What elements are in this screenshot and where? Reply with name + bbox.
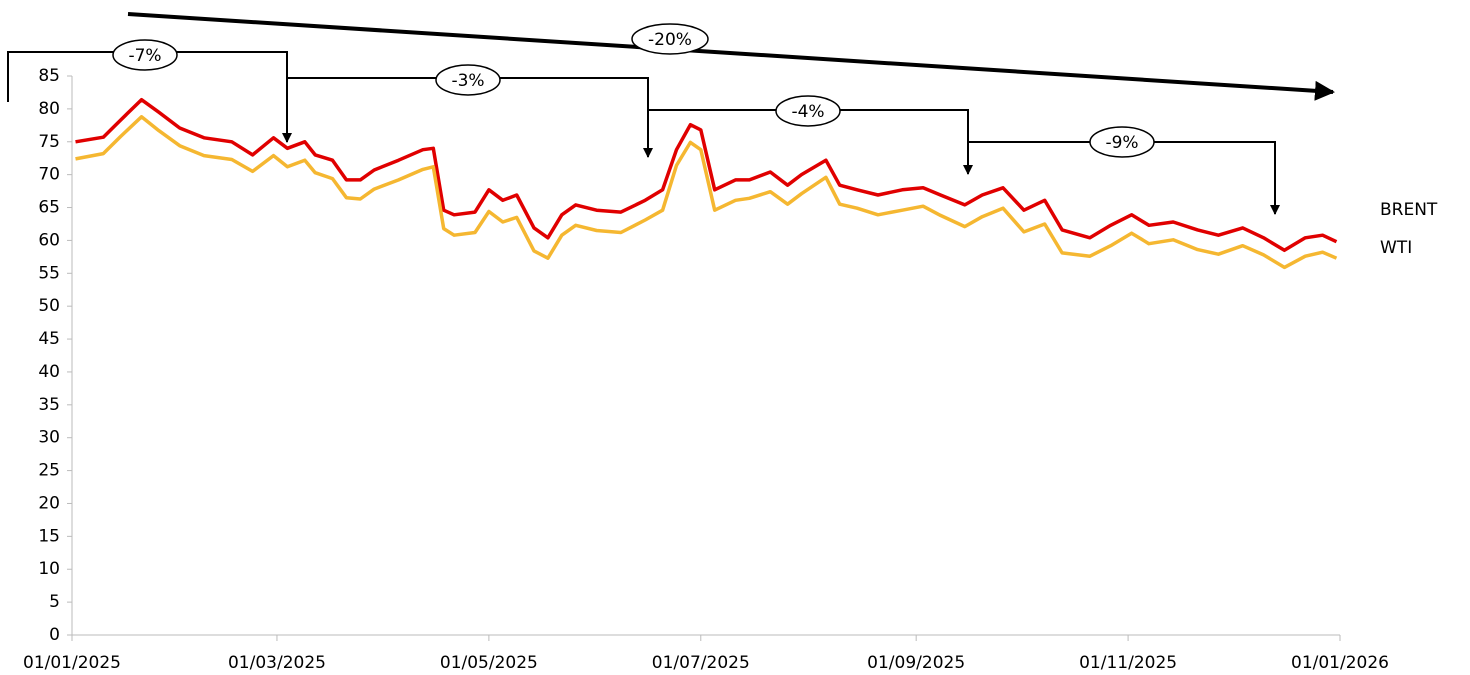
annotation-bubble	[435, 64, 501, 96]
y-tick-label: 75	[38, 132, 60, 152]
y-tick-label: 0	[49, 625, 60, 645]
x-tick-label: 01/11/2025	[1079, 653, 1177, 673]
annotation-arrow	[968, 141, 1280, 215]
series-line	[75, 97, 1338, 253]
annotation-bubble	[775, 95, 841, 127]
x-tick-label: 01/09/2025	[867, 653, 965, 673]
y-tick-label: 25	[38, 461, 60, 481]
y-tick-label: 70	[38, 165, 60, 185]
annotation-arrow	[648, 109, 973, 175]
series-line	[75, 115, 1338, 270]
annotation: -20%	[648, 30, 692, 50]
annotation: -4%	[791, 102, 824, 122]
x-tick-label: 01/07/2025	[652, 653, 750, 673]
annotation: -3%	[451, 71, 484, 91]
y-tick-label: 35	[38, 395, 60, 415]
y-tick-label: 60	[38, 230, 60, 250]
y-tick-label: 65	[38, 198, 60, 218]
y-tick-label: 40	[38, 362, 60, 382]
x-tick-label: 01/05/2025	[440, 653, 538, 673]
x-tick-label: 01/01/2025	[23, 653, 121, 673]
x-tick-label: 01/03/2025	[228, 653, 326, 673]
y-tick-label: 85	[38, 66, 60, 86]
y-tick-label: 5	[49, 592, 60, 612]
y-tick-label: 45	[38, 329, 60, 349]
y-tick-label: 15	[38, 526, 60, 546]
y-tick-label: 50	[38, 296, 60, 316]
y-tick-label: 55	[38, 263, 60, 283]
annotation-bubble	[112, 39, 178, 71]
y-tick-label: 20	[38, 493, 60, 513]
y-tick-label: 80	[38, 99, 60, 119]
annotation: -7%	[128, 46, 161, 66]
y-tick-label: 30	[38, 428, 60, 448]
annotation: -9%	[1105, 133, 1138, 153]
y-tick-label: 10	[38, 559, 60, 579]
legend-label: WTI	[1380, 238, 1412, 258]
legend-label: BRENT	[1380, 200, 1438, 220]
trend-arrow	[127, 12, 1335, 101]
annotation-arrow	[287, 77, 653, 158]
annotation-bubble	[1089, 126, 1155, 158]
x-tick-label: 01/01/2026	[1291, 653, 1389, 673]
annotation-bubble	[631, 23, 709, 55]
